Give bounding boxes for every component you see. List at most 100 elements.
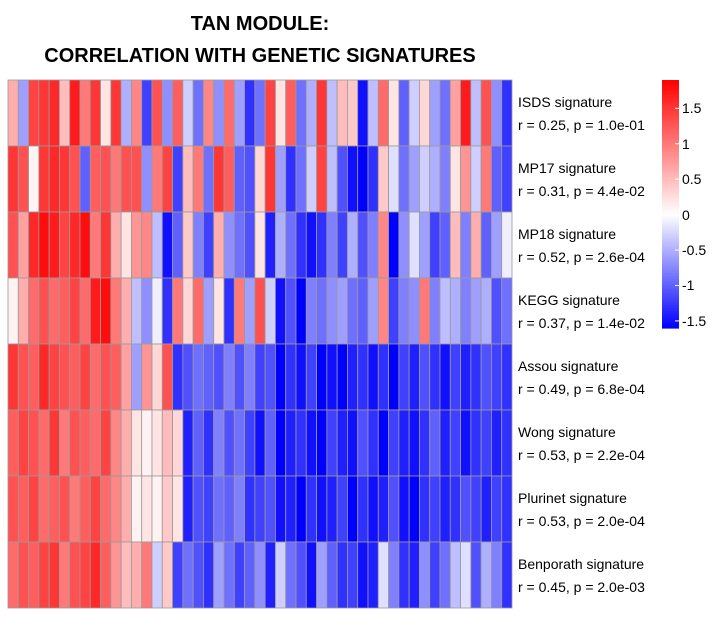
legend-gradient-segment (662, 241, 679, 245)
legend-gradient-segment (662, 112, 679, 116)
chart-title: TAN MODULE: CORRELATION WITH GENETIC SIG… (0, 8, 520, 72)
legend-gradient-segment (662, 94, 679, 98)
legend-gradient-segment (662, 295, 679, 299)
legend-gradient-segment (662, 213, 679, 217)
row-label-stats: r = 0.52, p = 2.6e-04 (518, 249, 645, 265)
legend-gradient-segment (662, 310, 679, 314)
legend-gradient-segment (662, 179, 679, 183)
legend-gradient-segment (662, 204, 679, 208)
row-label-name: KEGG signature (518, 292, 620, 308)
legend-tick-label: 0.5 (682, 171, 702, 188)
legend-gradient-segment (662, 176, 679, 180)
legend-gradient-segment (662, 137, 679, 141)
legend-gradient-segment (662, 248, 679, 252)
legend-gradient-segment (662, 216, 679, 220)
legend-gradient-segment (662, 320, 679, 324)
legend-gradient-segment (662, 139, 679, 143)
row-label-stats: r = 0.37, p = 1.4e-02 (518, 315, 645, 331)
legend-gradient-segment (662, 92, 679, 96)
legend-gradient-segment (662, 206, 679, 210)
legend-gradient-segment (662, 288, 679, 292)
legend-gradient-segment (662, 102, 679, 106)
chart-title-line-1: TAN MODULE: (190, 13, 330, 35)
legend-gradient-segment (662, 256, 679, 260)
legend-tick-label: 0 (682, 206, 690, 223)
legend-gradient-segment (662, 223, 679, 227)
row-label-name: Benporath signature (518, 556, 645, 572)
legend-gradient-segment (662, 283, 679, 287)
legend-gradient-segment (662, 144, 679, 148)
legend-gradient-segment (662, 278, 679, 282)
legend-gradient-segment (662, 127, 679, 131)
legend-gradient-segment (662, 124, 679, 128)
legend-gradient-segment (662, 243, 679, 247)
row-label-stats: r = 0.31, p = 4.4e-02 (518, 183, 645, 199)
legend-gradient-segment (662, 236, 679, 240)
legend-gradient-segment (662, 196, 679, 200)
legend-gradient-segment (662, 298, 679, 302)
legend-gradient-segment (662, 181, 679, 185)
row-label-stats: r = 0.25, p = 1.0e-01 (518, 117, 645, 133)
legend-gradient-segment (662, 82, 679, 86)
legend-gradient-segment (662, 270, 679, 275)
legend-gradient-segment (662, 109, 679, 113)
legend-gradient-segment (662, 80, 679, 84)
legend-gradient-segment (662, 273, 679, 277)
legend-gradient-segment (662, 154, 679, 158)
row-label-name: Plurinet signature (518, 490, 627, 506)
legend-gradient-segment (662, 268, 679, 272)
legend-gradient-segment (662, 313, 679, 317)
legend-gradient-segment (662, 171, 679, 175)
legend-gradient-segment (662, 285, 679, 289)
chart-title-line-2: CORRELATION WITH GENETIC SIGNATURES (44, 45, 476, 67)
legend-gradient-segment (662, 132, 679, 136)
legend-gradient-segment (662, 129, 679, 133)
legend-gradient-segment (662, 280, 679, 284)
row-label-name: MP17 signature (518, 160, 617, 176)
heatmap-cell (501, 541, 513, 609)
row-label-stats: r = 0.45, p = 2.0e-03 (518, 579, 645, 595)
legend-gradient-segment (662, 246, 679, 250)
legend-gradient-segment (662, 208, 679, 213)
legend-gradient-segment (662, 325, 679, 329)
legend-gradient-segment (662, 218, 679, 222)
legend-gradient-segment (662, 142, 679, 146)
legend-gradient-segment (662, 104, 679, 108)
legend-gradient-segment (662, 263, 679, 267)
legend-gradient-segment (662, 97, 679, 101)
legend-gradient-segment (662, 261, 679, 265)
legend-gradient-segment (662, 199, 679, 203)
legend-tick-label: 1 (682, 135, 690, 152)
legend-gradient-segment (662, 308, 679, 312)
legend-gradient-segment (662, 201, 679, 205)
legend-gradient-segment (662, 231, 679, 235)
legend-gradient-segment (662, 318, 679, 322)
legend-gradient-segment (662, 89, 679, 93)
row-label-name: Assou signature (518, 358, 619, 374)
row-label-stats: r = 0.53, p = 2.0e-04 (518, 513, 645, 529)
row-label-name: MP18 signature (518, 226, 617, 242)
legend-gradient-segment (662, 117, 679, 121)
legend-gradient-segment (662, 166, 679, 170)
legend-gradient-segment (662, 305, 679, 309)
legend-gradient-segment (662, 251, 679, 255)
legend-gradient-segment (662, 191, 679, 195)
legend-gradient-segment (662, 238, 679, 242)
legend-gradient-segment (662, 159, 679, 163)
row-label-name: ISDS signature (518, 94, 613, 110)
legend-gradient-segment (662, 221, 679, 225)
legend-gradient-segment (662, 226, 679, 230)
legend-gradient-segment (662, 293, 679, 297)
legend-gradient-segment (662, 114, 679, 118)
legend-gradient-segment (662, 164, 679, 168)
row-label-name: Wong signature (518, 424, 616, 440)
legend-tick-label: -1 (682, 277, 695, 294)
legend-gradient-segment (662, 174, 679, 178)
legend-gradient-segment (662, 189, 679, 193)
legend-tick-label: 1.5 (682, 100, 702, 117)
legend-gradient-segment (662, 258, 679, 262)
legend-gradient-segment (662, 300, 679, 304)
legend-gradient-segment (662, 161, 679, 165)
legend-gradient-segment (662, 87, 679, 91)
